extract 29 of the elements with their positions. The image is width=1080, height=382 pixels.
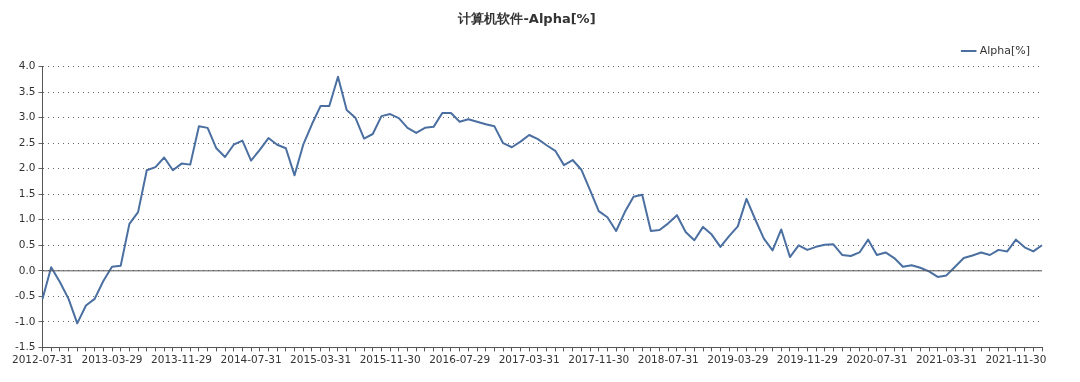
x-tick-label: 2013-03-29 [81, 353, 143, 366]
y-tick-label: 0.5 [18, 238, 36, 251]
y-tick-label: 2.0 [18, 161, 36, 174]
x-tick-label: 2013-11-29 [151, 353, 213, 366]
y-tick-label: 3.5 [18, 84, 36, 97]
x-tick-label: 2021-11-30 [985, 353, 1047, 366]
y-tick-label: 1.0 [18, 212, 36, 225]
x-tick-label: 2020-07-31 [846, 353, 908, 366]
x-tick-label: 2017-03-31 [498, 353, 560, 366]
y-tick-label: -1.5 [14, 340, 36, 353]
y-tick-label: 3.0 [18, 110, 36, 123]
x-tick-label: 2018-07-31 [637, 353, 699, 366]
x-tick-label: 2015-11-30 [359, 353, 421, 366]
x-tick-label: 2021-03-31 [915, 353, 977, 366]
x-tick-label: 2017-11-30 [568, 353, 630, 366]
y-tick-label: 1.5 [18, 186, 36, 199]
y-tick-label: 4.0 [18, 59, 36, 72]
x-tick-label: 2016-07-29 [429, 353, 491, 366]
legend-label: Alpha[%] [979, 43, 1030, 57]
y-tick-label: 0.0 [18, 263, 36, 276]
y-tick-label: -1.0 [14, 314, 36, 327]
x-tick-label: 2015-03-31 [290, 353, 352, 366]
y-tick-label: 2.5 [18, 135, 36, 148]
x-tick-label: 2014-07-31 [220, 353, 282, 366]
y-tick-label: -0.5 [14, 289, 36, 302]
x-tick-label: 2012-07-31 [11, 353, 73, 366]
x-tick-label: 2019-03-29 [707, 353, 769, 366]
chart-title: 计算机软件-Alpha[%] [457, 11, 596, 27]
x-tick-label: 2019-11-29 [776, 353, 838, 366]
